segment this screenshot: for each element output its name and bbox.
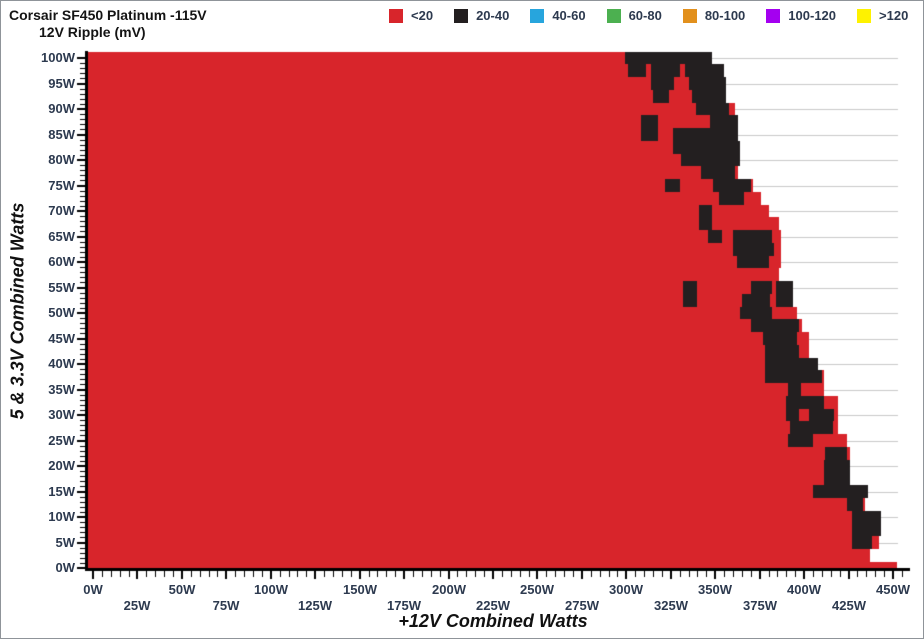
y-tick-label: 0W: [55, 560, 76, 575]
x-tick-label: 450W: [876, 582, 910, 597]
x-tick-label: 225W: [476, 598, 510, 613]
y-tick-label: 45W: [48, 331, 75, 346]
y-tick-label: 60W: [48, 254, 75, 269]
y-tick-label: 55W: [48, 280, 75, 295]
y-tick-label: 85W: [48, 127, 75, 142]
x-tick-label: 0W: [83, 582, 103, 597]
x-tick-label: 375W: [743, 598, 777, 613]
y-tick-label: 20W: [48, 458, 75, 473]
y-tick-label: 95W: [48, 76, 75, 91]
x-tick-label: 200W: [432, 582, 466, 597]
x-tick-label: 325W: [654, 598, 688, 613]
x-tick-label: 100W: [254, 582, 288, 597]
x-tick-label: 150W: [343, 582, 377, 597]
x-tick-label: 175W: [387, 598, 421, 613]
y-tick-label: 35W: [48, 382, 75, 397]
x-tick-label: 250W: [520, 582, 554, 597]
x-axis-title: +12V Combined Watts: [398, 611, 588, 631]
y-tick-label: 40W: [48, 356, 75, 371]
x-tick-label: 400W: [787, 582, 821, 597]
y-tick-label: 5W: [55, 535, 76, 550]
y-tick-label: 65W: [48, 229, 75, 244]
x-tick-label: 125W: [298, 598, 332, 613]
x-tick-label: 50W: [168, 582, 196, 597]
y-tick-label: 90W: [48, 101, 75, 116]
y-tick-label: 100W: [41, 50, 75, 65]
y-tick-label: 25W: [48, 433, 75, 448]
y-tick-label: 15W: [48, 484, 75, 499]
y-tick-label: 30W: [48, 407, 75, 422]
x-tick-label: 25W: [123, 598, 151, 613]
x-tick-label: 75W: [212, 598, 240, 613]
y-axis-title: 5 & 3.3V Combined Watts: [7, 202, 28, 420]
y-tick-label: 80W: [48, 152, 75, 167]
x-tick-label: 300W: [609, 582, 643, 597]
y-tick-label: 50W: [48, 305, 75, 320]
y-tick-label: 70W: [48, 203, 75, 218]
x-tick-label: 350W: [698, 582, 732, 597]
y-tick-label: 10W: [48, 509, 75, 524]
x-tick-label: 425W: [832, 598, 866, 613]
y-tick-label: 75W: [48, 178, 75, 193]
x-tick-label: 275W: [565, 598, 599, 613]
